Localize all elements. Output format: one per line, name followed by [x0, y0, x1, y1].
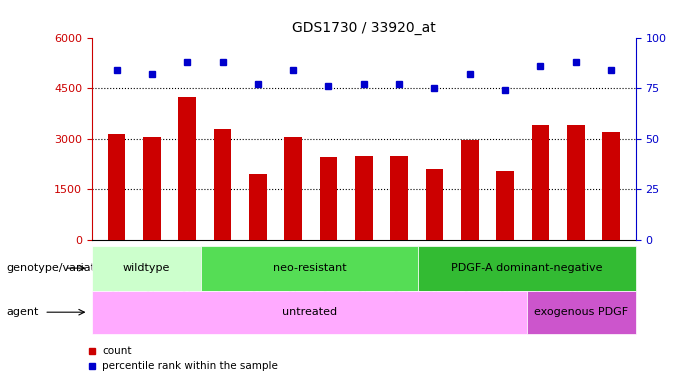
Text: count: count — [102, 346, 131, 355]
Text: PDGF-A dominant-negative: PDGF-A dominant-negative — [452, 263, 602, 273]
Bar — [496, 171, 514, 240]
Text: percentile rank within the sample: percentile rank within the sample — [102, 361, 278, 370]
Bar — [390, 156, 408, 240]
Bar — [178, 97, 196, 240]
Bar — [143, 137, 160, 240]
Text: exogenous PDGF: exogenous PDGF — [534, 307, 628, 317]
Bar — [249, 174, 267, 240]
Bar — [107, 134, 125, 240]
Bar — [532, 125, 549, 240]
Bar — [567, 125, 585, 240]
Bar — [284, 137, 302, 240]
Bar — [426, 169, 443, 240]
Text: neo-resistant: neo-resistant — [273, 263, 346, 273]
Bar — [602, 132, 620, 240]
Title: GDS1730 / 33920_at: GDS1730 / 33920_at — [292, 21, 436, 35]
Text: agent: agent — [7, 307, 39, 317]
Bar — [355, 156, 373, 240]
Bar — [214, 129, 231, 240]
Text: wildtype: wildtype — [122, 263, 170, 273]
Text: untreated: untreated — [282, 307, 337, 317]
Text: genotype/variation: genotype/variation — [7, 263, 113, 273]
Bar — [320, 158, 337, 240]
Bar — [461, 141, 479, 240]
